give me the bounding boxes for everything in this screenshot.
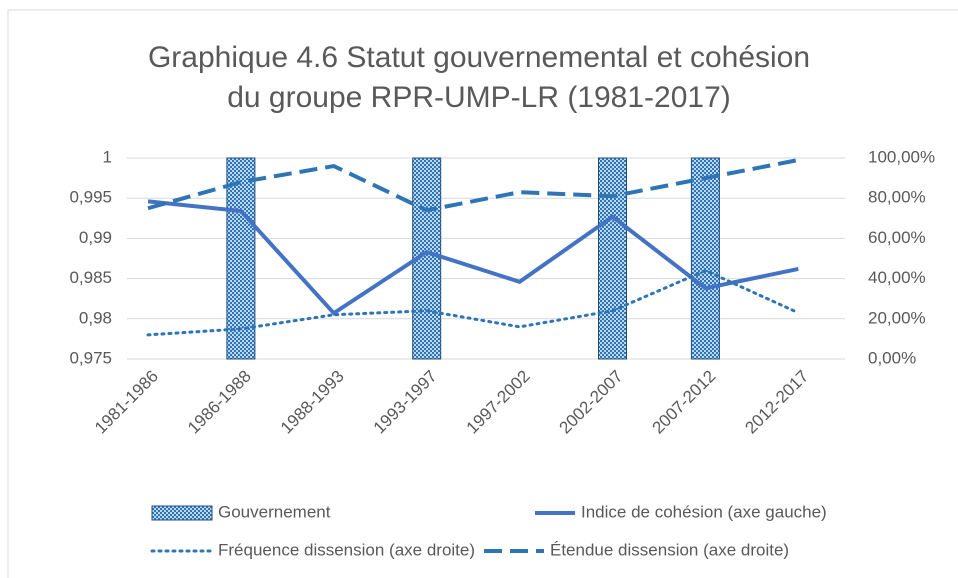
- line-dotted: [146, 268, 800, 337]
- y2-tick-label: 60,00%: [868, 228, 926, 247]
- x-tick-label: 1993-1997: [370, 367, 441, 438]
- y2-tick-label: 80,00%: [868, 188, 926, 207]
- legend-label: Gouvernement: [218, 502, 331, 521]
- y-tick-label: 0,975: [69, 348, 112, 367]
- y2-tick-label: 100,00%: [868, 147, 935, 166]
- chart-border: [7, 9, 958, 578]
- bar: [598, 157, 627, 360]
- y2-tick-label: 0,00%: [868, 348, 916, 367]
- x-tick-label: 1988-1993: [277, 367, 348, 438]
- y-tick-label: 0,99: [79, 228, 112, 247]
- y-tick-label: 0,985: [69, 268, 112, 287]
- y2-tick-label: 40,00%: [868, 268, 926, 287]
- y-tick-label: 1: [103, 147, 112, 166]
- y-tick-label: 0,995: [69, 188, 112, 207]
- legend-swatch: [151, 505, 213, 521]
- bar: [690, 157, 720, 360]
- y2-tick-label: 20,00%: [868, 308, 926, 327]
- x-tick-label: 2002-2007: [556, 367, 627, 438]
- x-tick-label: 2012-2017: [741, 367, 812, 438]
- legend-label: Fréquence dissension (axe droite): [218, 540, 475, 559]
- legend-label: Indice de cohésion (axe gauche): [581, 502, 827, 521]
- x-tick-label: 2007-2012: [648, 367, 719, 438]
- bar: [226, 157, 256, 360]
- x-tick-label: 1997-2002: [463, 367, 534, 438]
- chart-title: Graphique 4.6 Statut gouvernemental et c…: [147, 41, 811, 114]
- x-tick-label: 1981-1986: [91, 367, 162, 438]
- legend-label: Étendue dissension (axe droite): [550, 540, 789, 559]
- x-tick-label: 1986-1988: [184, 367, 255, 438]
- y-tick-label: 0,98: [79, 308, 112, 327]
- line-dashed: [147, 158, 799, 213]
